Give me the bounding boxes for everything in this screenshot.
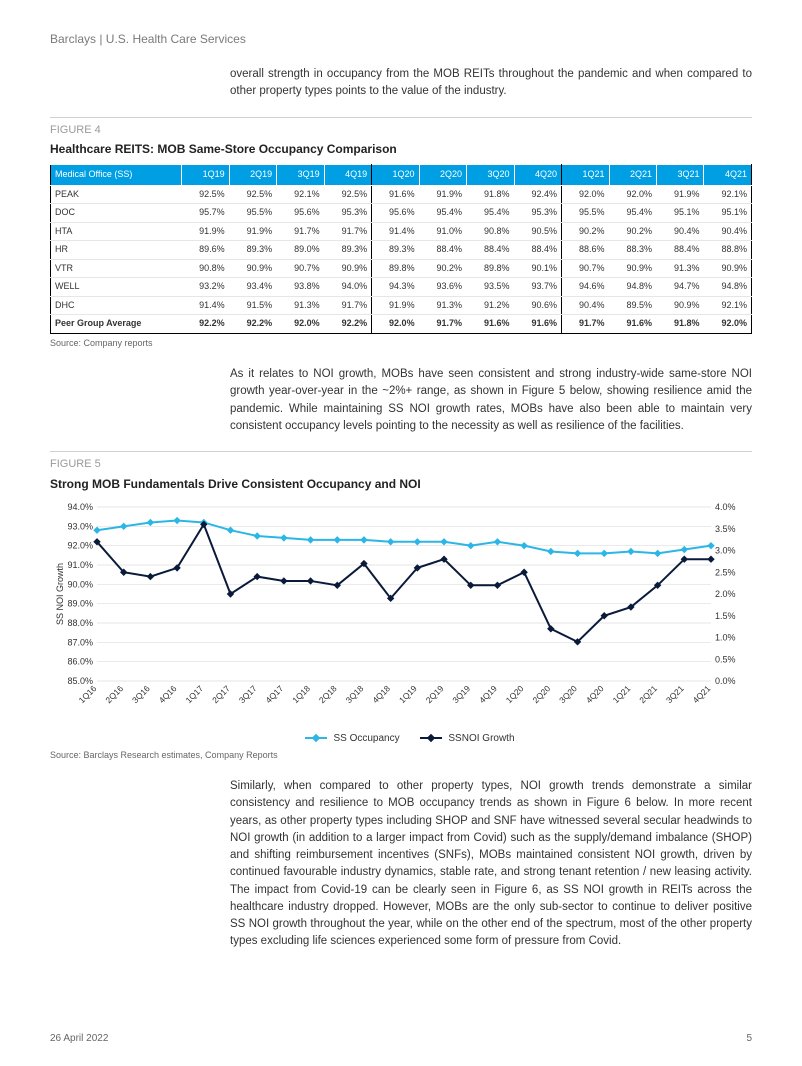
footer-page: 5 xyxy=(746,1031,752,1046)
table-header: 2Q20 xyxy=(419,165,466,186)
table-row: VTR90.8%90.9%90.7%90.9%89.8%90.2%89.8%90… xyxy=(51,259,752,278)
svg-text:3.0%: 3.0% xyxy=(715,545,736,555)
figure-4: FIGURE 4 Healthcare REITS: MOB Same-Stor… xyxy=(50,117,752,351)
svg-text:87.0%: 87.0% xyxy=(67,637,93,647)
svg-text:2Q16: 2Q16 xyxy=(103,683,125,705)
svg-text:4Q20: 4Q20 xyxy=(584,683,606,705)
table-header: 3Q19 xyxy=(277,165,324,186)
table-row: DOC95.7%95.5%95.6%95.3%95.6%95.4%95.4%95… xyxy=(51,204,752,223)
page-header: Barclays | U.S. Health Care Services xyxy=(50,30,752,48)
svg-text:0.0%: 0.0% xyxy=(715,676,736,686)
figure-4-source: Source: Company reports xyxy=(50,337,752,351)
figure-4-label: FIGURE 4 xyxy=(50,117,752,139)
occupancy-table: Medical Office (SS)1Q192Q193Q194Q191Q202… xyxy=(50,164,752,334)
table-row: HTA91.9%91.9%91.7%91.7%91.4%91.0%90.8%90… xyxy=(51,222,752,241)
figure-5-title: Strong MOB Fundamentals Drive Consistent… xyxy=(50,475,752,493)
svg-text:3Q21: 3Q21 xyxy=(664,683,686,705)
svg-text:2Q20: 2Q20 xyxy=(530,683,552,705)
svg-text:2.5%: 2.5% xyxy=(715,567,736,577)
svg-text:86.0%: 86.0% xyxy=(67,656,93,666)
svg-text:4Q19: 4Q19 xyxy=(477,683,499,705)
table-row: PEAK92.5%92.5%92.1%92.5%91.6%91.9%91.8%9… xyxy=(51,185,752,204)
table-header: 1Q20 xyxy=(372,165,419,186)
table-header: 4Q20 xyxy=(514,165,561,186)
svg-text:4Q17: 4Q17 xyxy=(264,683,286,705)
table-header-name: Medical Office (SS) xyxy=(51,165,182,186)
figure-5-source: Source: Barclays Research estimates, Com… xyxy=(50,749,752,763)
figure-5: FIGURE 5 Strong MOB Fundamentals Drive C… xyxy=(50,451,752,762)
table-header: 4Q21 xyxy=(704,165,752,186)
svg-text:3Q17: 3Q17 xyxy=(237,683,259,705)
svg-text:2Q17: 2Q17 xyxy=(210,683,232,705)
figure-4-title: Healthcare REITS: MOB Same-Store Occupan… xyxy=(50,140,752,158)
chart-legend: SS Occupancy SSNOI Growth xyxy=(50,731,752,746)
svg-text:4Q16: 4Q16 xyxy=(157,683,179,705)
svg-text:92.0%: 92.0% xyxy=(67,540,93,550)
table-header: 2Q21 xyxy=(609,165,656,186)
legend-ssnoi-label: SSNOI Growth xyxy=(448,733,514,744)
table-avg-row: Peer Group Average92.2%92.2%92.0%92.2%92… xyxy=(51,315,752,334)
svg-text:91.0%: 91.0% xyxy=(67,560,93,570)
svg-text:2Q19: 2Q19 xyxy=(424,683,446,705)
svg-text:0.5%: 0.5% xyxy=(715,654,736,664)
table-row: HR89.6%89.3%89.0%89.3%89.3%88.4%88.4%88.… xyxy=(51,241,752,260)
svg-text:4Q21: 4Q21 xyxy=(691,683,713,705)
page-footer: 26 April 2022 5 xyxy=(50,1031,752,1046)
table-header: 3Q21 xyxy=(657,165,704,186)
table-header: 2Q19 xyxy=(229,165,276,186)
svg-text:1Q20: 1Q20 xyxy=(504,683,526,705)
table-header: 3Q20 xyxy=(467,165,514,186)
svg-text:4.0%: 4.0% xyxy=(715,502,736,512)
svg-text:3Q18: 3Q18 xyxy=(344,683,366,705)
svg-text:1.5%: 1.5% xyxy=(715,610,736,620)
table-row: DHC91.4%91.5%91.3%91.7%91.9%91.3%91.2%90… xyxy=(51,296,752,315)
svg-text:1Q19: 1Q19 xyxy=(397,683,419,705)
figure-5-label: FIGURE 5 xyxy=(50,451,752,473)
svg-text:SS NOI Growth: SS NOI Growth xyxy=(55,562,65,624)
svg-text:1Q17: 1Q17 xyxy=(183,683,205,705)
svg-text:3Q20: 3Q20 xyxy=(557,683,579,705)
svg-text:1Q21: 1Q21 xyxy=(611,683,633,705)
svg-text:3.5%: 3.5% xyxy=(715,523,736,533)
svg-text:3Q16: 3Q16 xyxy=(130,683,152,705)
legend-occupancy-label: SS Occupancy xyxy=(333,733,399,744)
svg-text:1.0%: 1.0% xyxy=(715,632,736,642)
svg-text:3Q19: 3Q19 xyxy=(450,683,472,705)
svg-text:88.0%: 88.0% xyxy=(67,618,93,628)
table-header: 4Q19 xyxy=(324,165,371,186)
table-header: 1Q19 xyxy=(182,165,229,186)
svg-text:89.0%: 89.0% xyxy=(67,598,93,608)
table-row: WELL93.2%93.4%93.8%94.0%94.3%93.6%93.5%9… xyxy=(51,278,752,297)
svg-text:4Q18: 4Q18 xyxy=(370,683,392,705)
svg-text:93.0%: 93.0% xyxy=(67,521,93,531)
paragraph-3: Similarly, when compared to other proper… xyxy=(230,778,752,951)
svg-text:94.0%: 94.0% xyxy=(67,502,93,512)
svg-text:2Q18: 2Q18 xyxy=(317,683,339,705)
line-chart: 85.0%86.0%87.0%88.0%89.0%90.0%91.0%92.0%… xyxy=(50,499,752,729)
svg-text:1Q16: 1Q16 xyxy=(77,683,99,705)
svg-text:90.0%: 90.0% xyxy=(67,579,93,589)
paragraph-2: As it relates to NOI growth, MOBs have s… xyxy=(230,366,752,435)
svg-text:1Q18: 1Q18 xyxy=(290,683,312,705)
table-header: 1Q21 xyxy=(562,165,609,186)
footer-date: 26 April 2022 xyxy=(50,1031,108,1046)
svg-text:2.0%: 2.0% xyxy=(715,589,736,599)
paragraph-1: overall strength in occupancy from the M… xyxy=(230,66,752,101)
svg-text:2Q21: 2Q21 xyxy=(637,683,659,705)
